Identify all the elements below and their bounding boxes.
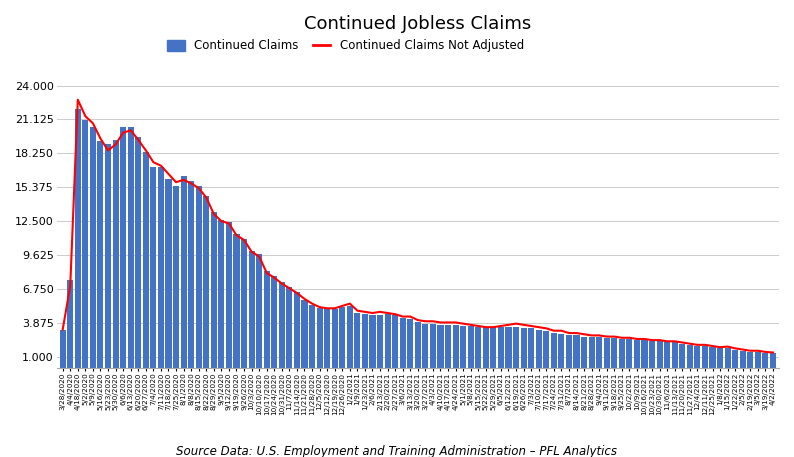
Bar xyxy=(233,234,240,368)
Bar xyxy=(384,314,391,368)
Bar xyxy=(173,186,179,368)
Bar xyxy=(377,315,383,368)
Bar xyxy=(491,327,496,368)
Bar xyxy=(619,339,625,368)
Bar xyxy=(596,337,602,368)
Bar xyxy=(90,127,96,368)
Bar xyxy=(732,350,738,368)
Bar xyxy=(445,325,451,368)
Bar xyxy=(60,329,66,368)
Bar xyxy=(210,212,217,368)
Bar xyxy=(710,347,715,368)
Bar xyxy=(180,176,187,368)
Bar xyxy=(762,352,769,368)
Bar xyxy=(717,348,723,368)
Bar xyxy=(551,333,557,368)
Bar xyxy=(75,109,81,368)
Bar xyxy=(279,282,285,368)
Bar xyxy=(498,327,504,368)
Bar xyxy=(588,337,595,368)
Bar xyxy=(226,222,232,368)
Bar xyxy=(83,120,88,368)
Bar xyxy=(324,309,330,368)
Bar xyxy=(317,308,322,368)
Bar xyxy=(302,300,307,368)
Bar xyxy=(158,167,164,368)
Bar xyxy=(626,339,632,368)
Bar xyxy=(188,181,195,368)
Bar xyxy=(634,340,640,368)
Bar xyxy=(649,341,655,368)
Bar xyxy=(611,338,617,368)
Bar xyxy=(453,325,459,368)
Bar xyxy=(536,329,542,368)
Bar xyxy=(135,138,141,368)
Bar xyxy=(664,342,670,368)
Text: Source Data: U.S. Employment and Training Administration – PFL Analytics: Source Data: U.S. Employment and Trainin… xyxy=(176,445,618,457)
Bar xyxy=(339,307,345,368)
Bar xyxy=(740,351,746,368)
Title: Continued Jobless Claims: Continued Jobless Claims xyxy=(304,15,531,33)
Bar xyxy=(687,345,693,368)
Bar xyxy=(430,324,436,368)
Bar xyxy=(120,127,126,368)
Bar xyxy=(332,309,337,368)
Bar xyxy=(468,326,474,368)
Bar xyxy=(747,352,754,368)
Bar xyxy=(506,327,511,368)
Bar xyxy=(513,327,519,368)
Bar xyxy=(272,276,277,368)
Bar xyxy=(241,239,247,368)
Bar xyxy=(399,318,406,368)
Bar xyxy=(461,326,466,368)
Bar xyxy=(369,315,376,368)
Bar xyxy=(642,340,648,368)
Bar xyxy=(437,325,444,368)
Bar xyxy=(98,141,103,368)
Bar xyxy=(528,328,534,368)
Bar xyxy=(128,127,133,368)
Bar xyxy=(143,152,148,368)
Bar xyxy=(483,327,489,368)
Bar xyxy=(755,352,761,368)
Bar xyxy=(422,324,429,368)
Bar xyxy=(67,280,73,368)
Bar xyxy=(521,328,526,368)
Bar xyxy=(264,271,270,368)
Bar xyxy=(414,323,421,368)
Bar xyxy=(770,353,776,368)
Legend: Continued Claims, Continued Claims Not Adjusted: Continued Claims, Continued Claims Not A… xyxy=(162,35,529,57)
Bar xyxy=(702,346,708,368)
Bar xyxy=(392,315,398,368)
Bar xyxy=(249,250,255,368)
Bar xyxy=(165,179,172,368)
Bar xyxy=(309,305,315,368)
Bar xyxy=(407,319,414,368)
Bar xyxy=(362,314,368,368)
Bar xyxy=(113,140,118,368)
Bar xyxy=(287,287,292,368)
Bar xyxy=(195,186,202,368)
Bar xyxy=(218,220,225,368)
Bar xyxy=(543,331,549,368)
Bar xyxy=(657,341,663,368)
Bar xyxy=(573,335,580,368)
Bar xyxy=(679,344,685,368)
Bar xyxy=(150,167,156,368)
Bar xyxy=(203,197,210,368)
Bar xyxy=(476,327,481,368)
Bar xyxy=(672,342,678,368)
Bar xyxy=(256,254,262,368)
Bar xyxy=(695,346,700,368)
Bar xyxy=(347,306,353,368)
Bar xyxy=(354,313,360,368)
Bar xyxy=(566,335,572,368)
Bar xyxy=(581,337,587,368)
Bar xyxy=(294,292,300,368)
Bar xyxy=(558,334,565,368)
Bar xyxy=(105,144,111,368)
Bar xyxy=(603,338,610,368)
Bar xyxy=(725,348,730,368)
